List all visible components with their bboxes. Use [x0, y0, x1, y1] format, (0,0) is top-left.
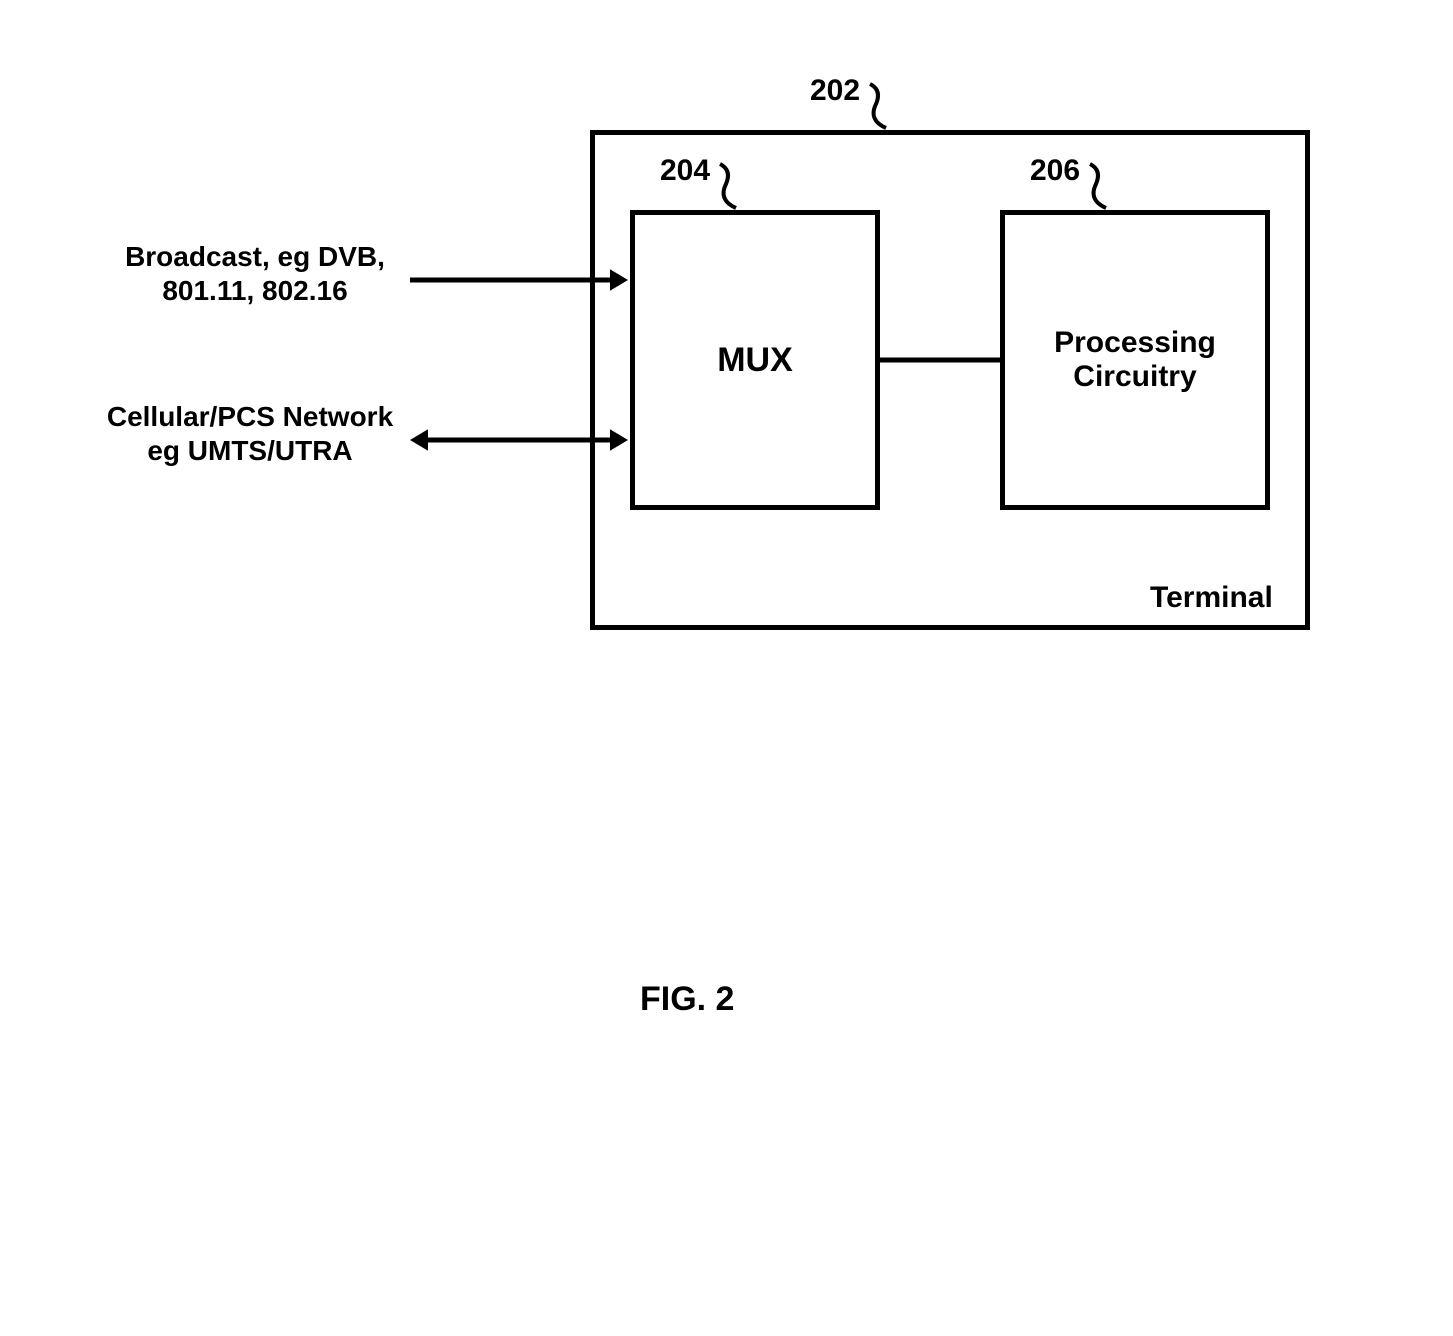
svg-layer: [0, 0, 1453, 1336]
diagram-canvas: MUX Processing Circuitry Terminal 202 20…: [0, 0, 1453, 1336]
